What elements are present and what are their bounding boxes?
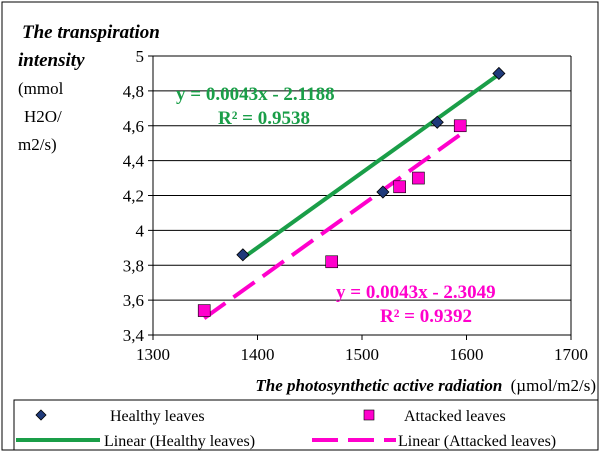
- y-tick-label: 4,8: [123, 82, 144, 101]
- point-attacked: [454, 120, 466, 132]
- attacked-r2: R² = 0.9392: [380, 306, 472, 327]
- healthy-r2: R² = 0.9538: [218, 108, 310, 129]
- x-tick-label: 1300: [136, 345, 170, 364]
- y-axis-unit-line2: H2O/: [24, 107, 62, 126]
- x-tick-label: 1500: [345, 345, 379, 364]
- healthy-equation: y = 0.0043x - 2.1188: [176, 84, 335, 105]
- y-tick-label: 3,8: [123, 256, 144, 275]
- y-axis-title-line1: The transpiration: [22, 22, 160, 43]
- point-attacked: [198, 305, 210, 317]
- legend-label-linear-healthy: Linear (Healthy leaves): [104, 433, 255, 450]
- attacked-equation: y = 0.0043x - 2.3049: [336, 282, 496, 303]
- x-tick-label: 1400: [241, 345, 275, 364]
- point-attacked: [412, 172, 424, 184]
- legend-label-linear-attacked: Linear (Attacked leaves): [398, 433, 556, 450]
- legend-label-attacked: Attacked leaves: [404, 408, 506, 425]
- x-axis-title-unit: (µmol/m2/s): [511, 376, 596, 395]
- x-axis-title: The photosynthetic active radiation (µmo…: [255, 376, 596, 395]
- y-axis-unit-line3: m2/s): [18, 135, 57, 154]
- legend-label-healthy: Healthy leaves: [110, 408, 205, 425]
- x-tick-label: 1700: [554, 345, 588, 364]
- legend: Healthy leaves Attacked leaves Linear (H…: [14, 400, 598, 450]
- y-tick-label: 4,6: [123, 117, 144, 136]
- x-tick-label: 1600: [450, 345, 484, 364]
- y-tick-label: 4,4: [123, 152, 145, 171]
- point-attacked: [394, 181, 406, 193]
- y-tick-label: 3,4: [123, 326, 145, 345]
- y-tick-labels: 3,4 3,6 3,8 4 4,2 4,4 4,6 4,8 5: [123, 47, 145, 345]
- y-tick-label: 5: [136, 47, 145, 66]
- y-axis-title-line2: intensity: [18, 50, 85, 71]
- y-tick-label: 3,6: [123, 291, 144, 310]
- point-attacked: [326, 256, 338, 268]
- y-tick-label: 4,2: [123, 187, 144, 206]
- y-tick-label: 4: [136, 221, 145, 240]
- x-axis-title-main: The photosynthetic active radiation: [255, 376, 502, 395]
- legend-square-marker: [364, 410, 374, 420]
- y-axis-unit-line1: (mmol: [18, 79, 64, 98]
